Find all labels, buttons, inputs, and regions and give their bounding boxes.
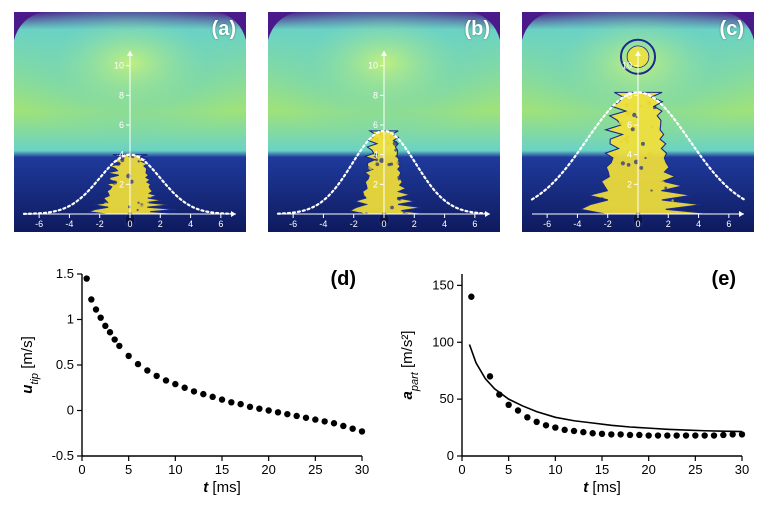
svg-text:4: 4 bbox=[188, 219, 193, 229]
svg-text:0: 0 bbox=[127, 219, 132, 229]
scatter-svg-d: 0 5 10 15 20 25 30 -0.5 0 0.5 1 1.5 t [ms] utip [m/s] bbox=[14, 260, 374, 500]
scatter-svg-e: 0 5 10 15 20 25 30 0 50 100 150 t [ms] apart [m/s²] bbox=[394, 260, 754, 500]
svg-text:20: 20 bbox=[261, 462, 275, 477]
svg-text:6: 6 bbox=[726, 219, 731, 229]
svg-text:8: 8 bbox=[119, 90, 124, 100]
svg-text:6: 6 bbox=[472, 219, 477, 229]
svg-text:8: 8 bbox=[627, 90, 632, 100]
svg-text:1.5: 1.5 bbox=[56, 266, 74, 281]
svg-text:6: 6 bbox=[218, 219, 223, 229]
svg-text:5: 5 bbox=[125, 462, 132, 477]
svg-text:t [ms]: t [ms] bbox=[583, 479, 621, 496]
svg-text:2: 2 bbox=[373, 179, 378, 189]
svg-text:15: 15 bbox=[595, 462, 609, 477]
svg-text:2: 2 bbox=[158, 219, 163, 229]
svg-text:4: 4 bbox=[442, 219, 447, 229]
svg-text:10: 10 bbox=[622, 61, 632, 71]
svg-text:10: 10 bbox=[368, 61, 378, 71]
svg-text:2: 2 bbox=[412, 219, 417, 229]
svg-text:2: 2 bbox=[119, 179, 124, 189]
svg-text:0: 0 bbox=[67, 403, 74, 418]
svg-text:utip [m/s]: utip [m/s] bbox=[19, 336, 41, 393]
svg-text:4: 4 bbox=[119, 150, 124, 160]
figure-root: -6-4-20246246810 (a) -6-4-20246246810 (b… bbox=[0, 0, 768, 516]
svg-text:4: 4 bbox=[373, 150, 378, 160]
heatmap-panel-c: -6 -4 -2 0 2 4 6 2 4 6 8 10 (c) bbox=[522, 12, 754, 232]
svg-text:0.5: 0.5 bbox=[56, 357, 74, 372]
svg-text:6: 6 bbox=[119, 120, 124, 130]
svg-text:0: 0 bbox=[635, 219, 640, 229]
svg-text:-2: -2 bbox=[96, 219, 104, 229]
svg-text:4: 4 bbox=[696, 219, 701, 229]
scatter-panel-d: 0 5 10 15 20 25 30 -0.5 0 0.5 1 1.5 t [ms] utip [m/s]… bbox=[14, 260, 374, 500]
svg-text:0: 0 bbox=[458, 462, 465, 477]
svg-text:2: 2 bbox=[627, 179, 632, 189]
svg-text:50: 50 bbox=[440, 391, 454, 406]
panel-label-d: (d) bbox=[330, 268, 356, 291]
svg-text:apart [m/s²]: apart [m/s²] bbox=[399, 331, 421, 400]
svg-text:5: 5 bbox=[505, 462, 512, 477]
svg-text:-0.5: -0.5 bbox=[52, 448, 74, 463]
svg-text:10: 10 bbox=[548, 462, 562, 477]
heatmap-svg-a: -6 -4 -2 0 2 4 6 2 4 6 8 10 bbox=[14, 12, 246, 232]
svg-text:-2: -2 bbox=[350, 219, 358, 229]
panel-label-c: (c) bbox=[720, 18, 744, 41]
panel-label-e: (e) bbox=[712, 268, 736, 291]
svg-text:6: 6 bbox=[627, 120, 632, 130]
svg-text:-6: -6 bbox=[35, 219, 43, 229]
svg-text:-4: -4 bbox=[573, 219, 581, 229]
svg-text:0: 0 bbox=[381, 219, 386, 229]
svg-text:25: 25 bbox=[308, 462, 322, 477]
svg-text:-2: -2 bbox=[604, 219, 612, 229]
svg-text:6: 6 bbox=[373, 120, 378, 130]
heatmap-panel-b: -6 -4 -2 0 2 4 6 2 4 6 8 10 (b) bbox=[268, 12, 500, 232]
svg-text:30: 30 bbox=[355, 462, 369, 477]
heatmap-panel-a: -6 -4 -2 0 2 4 6 2 4 6 8 10 (a) bbox=[14, 12, 246, 232]
svg-text:t [ms]: t [ms] bbox=[203, 479, 241, 496]
svg-text:20: 20 bbox=[641, 462, 655, 477]
svg-text:-6: -6 bbox=[289, 219, 297, 229]
svg-text:1: 1 bbox=[67, 312, 74, 327]
svg-text:4: 4 bbox=[627, 150, 632, 160]
panel-label-b: (b) bbox=[464, 18, 490, 41]
svg-text:0: 0 bbox=[447, 448, 454, 463]
svg-text:10: 10 bbox=[114, 61, 124, 71]
svg-text:100: 100 bbox=[432, 334, 454, 349]
heatmap-svg-b: -6 -4 -2 0 2 4 6 2 4 6 8 10 bbox=[268, 12, 500, 232]
svg-text:0: 0 bbox=[78, 462, 85, 477]
svg-text:-6: -6 bbox=[543, 219, 551, 229]
svg-text:2: 2 bbox=[666, 219, 671, 229]
heatmap-svg-c: -6 -4 -2 0 2 4 6 2 4 6 8 10 bbox=[522, 12, 754, 232]
scatter-panel-e: 051015202530050100150t [ms]apart [m/s²] … bbox=[394, 260, 754, 500]
svg-text:-4: -4 bbox=[319, 219, 327, 229]
svg-text:150: 150 bbox=[432, 277, 454, 292]
svg-text:15: 15 bbox=[215, 462, 229, 477]
svg-text:8: 8 bbox=[373, 90, 378, 100]
svg-text:-4: -4 bbox=[65, 219, 73, 229]
svg-text:25: 25 bbox=[688, 462, 702, 477]
svg-text:30: 30 bbox=[735, 462, 749, 477]
svg-text:10: 10 bbox=[168, 462, 182, 477]
panel-label-a: (a) bbox=[212, 18, 236, 41]
